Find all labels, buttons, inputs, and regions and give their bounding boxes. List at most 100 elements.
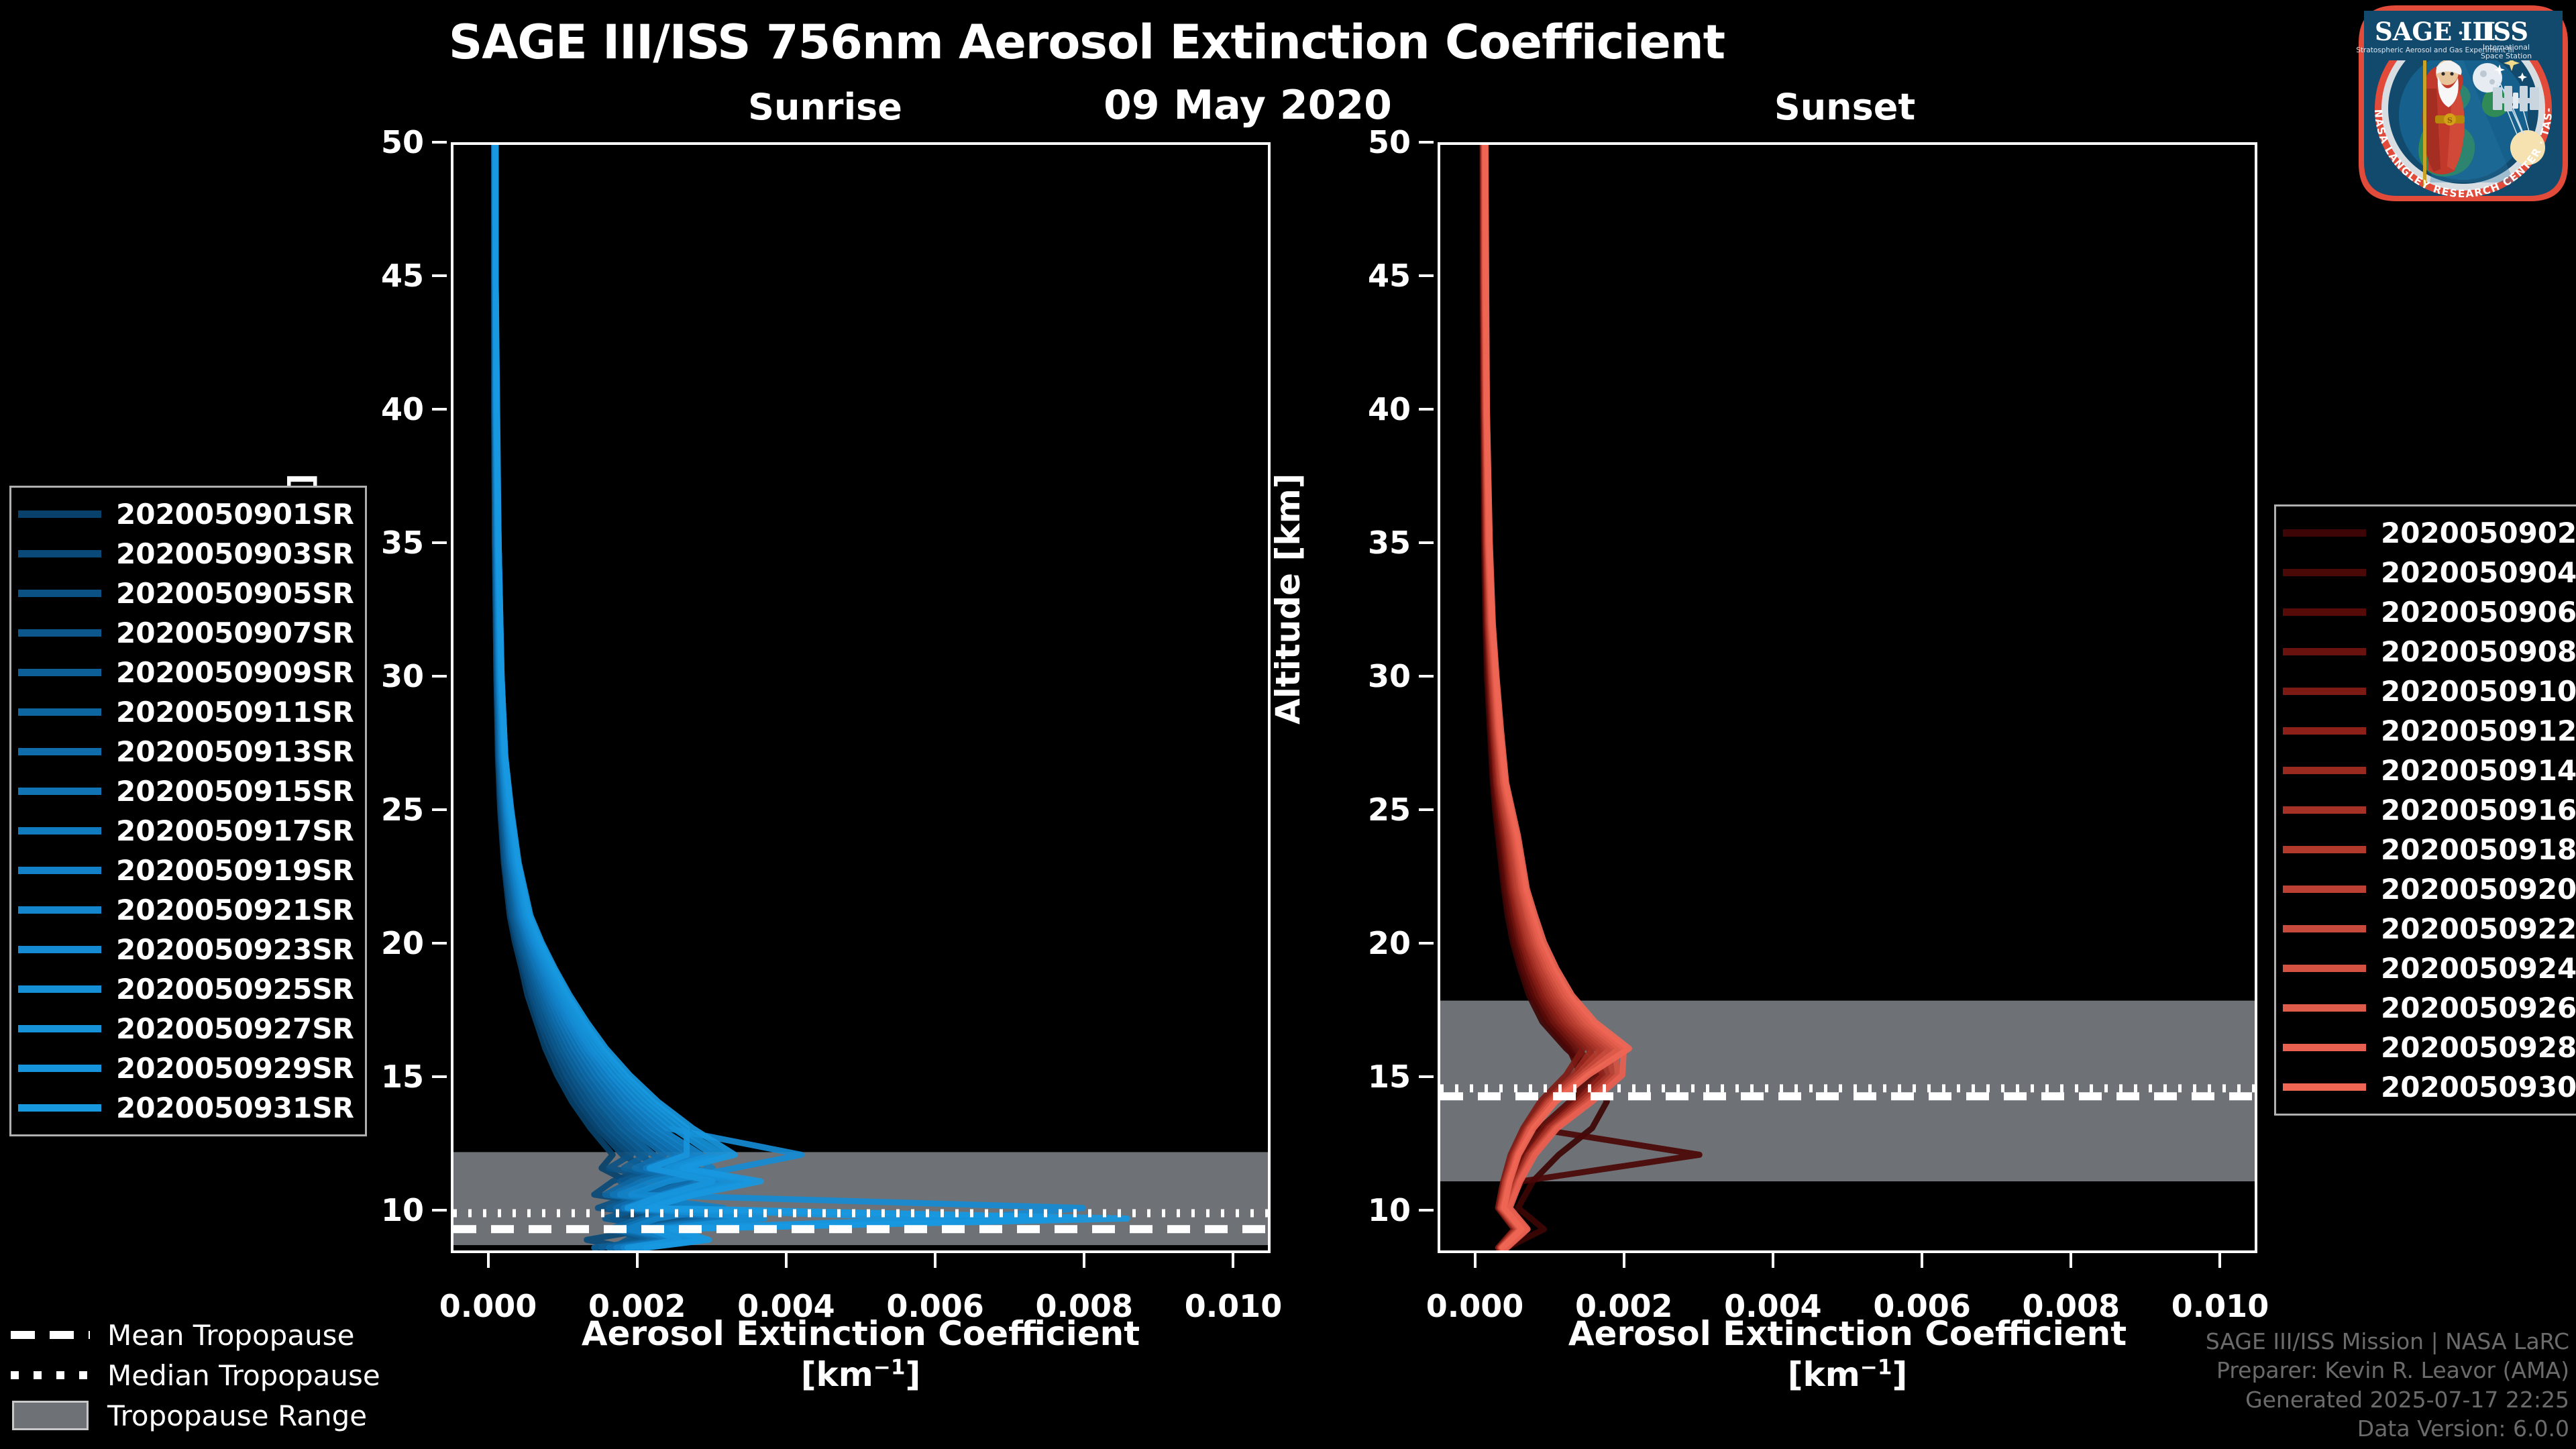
y-axis-tick-mark [1419,541,1434,545]
x-axis-tick-label: 0.008 [2022,1288,2121,1324]
x-axis-tick-mark [1771,1253,1774,1268]
legend-item[interactable]: 2020050907SR [18,613,354,653]
y-axis-tick-label: 50 [380,124,424,160]
x-axis-tick-label: 0.002 [588,1288,686,1324]
y-axis-tick-label: 15 [1367,1059,1411,1095]
credit-mission: SAGE III/ISS Mission | NASA LaRC [2205,1328,2569,1354]
y-axis-tick-mark [432,808,447,812]
legend-item-mean-tropopause: Mean Tropopause [9,1315,380,1355]
legend-color-swatch [2283,1044,2366,1051]
legend-color-swatch [18,985,101,993]
legend-item[interactable]: 2020050905SR [18,574,354,613]
legend-item[interactable]: 2020050913SR [18,732,354,771]
legend-item[interactable]: 2020050917SR [18,811,354,851]
y-axis-tick-mark [1419,1209,1434,1212]
legend-series-label: 2020050908SS [2381,635,2576,668]
legend-item[interactable]: 2020050922SS [2283,909,2576,949]
legend-item[interactable]: 2020050908SS [2283,632,2576,672]
credit-generated: Generated 2025-07-17 22:25 [2245,1386,2569,1413]
legend-series-label: 2020050902SS [2381,517,2576,549]
legend-series-label: 2020050904SS [2381,556,2576,589]
legend-color-swatch [18,1065,101,1072]
x-axis-tick-label: 0.010 [1184,1288,1283,1324]
x-axis-tick-mark [2070,1253,2073,1268]
legend-item[interactable]: 2020050906SS [2283,592,2576,632]
legend-item[interactable]: 2020050910SS [2283,672,2576,711]
legend-tropopause: Mean Tropopause Median Tropopause Tropop… [9,1315,380,1436]
legend-color-swatch [2283,965,2366,972]
x-axis-label-sunset: Aerosol Extinction Coefficient [km−1] [1438,1313,2257,1395]
legend-series-label: 2020050905SR [116,577,354,610]
legend-item[interactable]: 2020050912SS [2283,711,2576,751]
legend-color-swatch [18,511,101,518]
legend-item[interactable]: 2020050911SR [18,692,354,732]
legend-series-label: 2020050901SR [116,498,354,531]
legend-label-mean: Mean Tropopause [107,1318,355,1352]
x-axis-tick-mark [635,1253,639,1268]
legend-item[interactable]: 2020050930SS [2283,1067,2576,1107]
legend-item[interactable]: 2020050926SS [2283,988,2576,1028]
panel-title-sunrise: Sunrise [748,86,902,128]
y-axis-tick-mark [1419,408,1434,411]
legend-item[interactable]: 2020050931SR [18,1088,354,1128]
legend-item[interactable]: 2020050927SR [18,1009,354,1049]
y-axis-tick-label: 25 [380,792,424,828]
legend-series-label: 2020050925SR [116,973,354,1006]
x-axis-tick-label: 0.010 [2171,1288,2269,1324]
x-axis-tick-label: 0.004 [737,1288,835,1324]
legend-series-label: 2020050920SS [2381,873,2576,906]
legend-item[interactable]: 2020050919SR [18,851,354,890]
legend-color-swatch [18,748,101,755]
x-axis-tick-label: 0.002 [1574,1288,1673,1324]
legend-series-label: 2020050924SS [2381,952,2576,985]
legend-item[interactable]: 2020050902SS [2283,513,2576,553]
legend-item[interactable]: 2020050916SS [2283,790,2576,830]
legend-color-swatch [2283,727,2366,735]
legend-series-label: 2020050930SS [2381,1071,2576,1104]
x-axis-tick-mark [1473,1253,1477,1268]
legend-item[interactable]: 2020050915SR [18,771,354,811]
legend-item[interactable]: 2020050914SS [2283,751,2576,790]
legend-item[interactable]: 2020050921SR [18,890,354,930]
legend-color-swatch [18,1025,101,1032]
legend-item[interactable]: 2020050901SR [18,494,354,534]
legend-item[interactable]: 2020050924SS [2283,949,2576,988]
y-axis-tick-label: 50 [1367,124,1411,160]
legend-series-label: 2020050912SS [2381,714,2576,747]
legend-item-median-tropopause: Median Tropopause [9,1355,380,1395]
legend-color-swatch [2283,885,2366,893]
legend-color-swatch [2283,648,2366,655]
legend-series-label: 2020050916SS [2381,794,2576,826]
legend-color-swatch [18,1104,101,1112]
legend-item[interactable]: 2020050920SS [2283,869,2576,909]
x-axis-tick-label: 0.004 [1724,1288,1822,1324]
y-axis-tick-mark [1419,1075,1434,1079]
sage-iii-iss-mission-patch-logo: S BALL · NASA LANGLEY RESEARCH CENTER · … [2356,3,2571,204]
y-axis-tick-label: 45 [380,258,424,294]
legend-item[interactable]: 2020050923SR [18,930,354,969]
x-axis-tick-mark [486,1253,490,1268]
series-line [492,145,1130,1250]
y-axis-label-sunset: Altitude [km] [1269,473,1307,724]
legend-color-swatch [18,708,101,716]
x-axis-tick-mark [1921,1253,1924,1268]
legend-item[interactable]: 2020050904SS [2283,553,2576,592]
x-axis-tick-mark [1232,1253,1235,1268]
legend-color-swatch [18,629,101,637]
legend-item[interactable]: 2020050925SR [18,969,354,1009]
y-axis-tick-label: 25 [1367,792,1411,828]
legend-item[interactable]: 2020050903SR [18,534,354,574]
legend-item[interactable]: 2020050918SS [2283,830,2576,869]
y-axis-tick-label: 40 [380,391,424,428]
legend-sunrise[interactable]: 2020050901SR 2020050903SR 2020050905SR 2020… [9,486,367,1136]
x-axis-unit: [km−1] [800,1355,921,1394]
logo-title: SAGE III [2375,17,2496,46]
credit-data-version: Data Version: 6.0.0 [2357,1415,2569,1442]
legend-item[interactable]: 2020050909SR [18,653,354,692]
legend-item[interactable]: 2020050928SS [2283,1028,2576,1067]
legend-color-swatch [2283,925,2366,932]
y-axis-tick-mark [1419,274,1434,278]
panel-title-sunset: Sunset [1774,86,1916,128]
legend-sunset[interactable]: 2020050902SS 2020050904SS 2020050906SS 2020… [2274,504,2576,1116]
legend-item[interactable]: 2020050929SR [18,1049,354,1088]
